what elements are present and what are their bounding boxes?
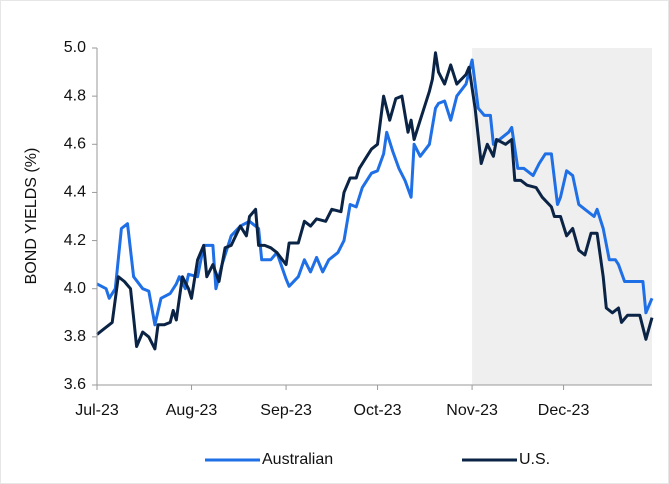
lines-layer bbox=[96, 51, 654, 351]
x-tick-label: Dec-23 bbox=[538, 402, 590, 419]
x-tick-label: Nov-23 bbox=[446, 402, 498, 419]
y-tick-label: 4.2 bbox=[64, 232, 86, 249]
y-tick-label: 4.0 bbox=[64, 280, 86, 297]
legend-label: Australian bbox=[262, 451, 333, 468]
x-tick-label: Oct-23 bbox=[354, 402, 402, 419]
y-tick-label: 4.4 bbox=[64, 184, 86, 201]
y-tick-label: 5.0 bbox=[64, 39, 86, 56]
y-axis-label: BOND YIELDS (%) bbox=[23, 148, 40, 285]
x-tick-label: Jul-23 bbox=[75, 402, 119, 419]
legend-label: U.S. bbox=[519, 451, 550, 468]
series-line bbox=[96, 51, 654, 351]
x-tick-label: Aug-23 bbox=[166, 402, 218, 419]
y-tick-label: 3.8 bbox=[64, 328, 86, 345]
x-tick-label: Sep-23 bbox=[260, 402, 312, 419]
series-line bbox=[96, 58, 654, 327]
y-tick-label: 4.8 bbox=[64, 87, 86, 104]
y-tick-label: 3.6 bbox=[64, 376, 86, 393]
y-tick-label: 4.6 bbox=[64, 136, 86, 153]
